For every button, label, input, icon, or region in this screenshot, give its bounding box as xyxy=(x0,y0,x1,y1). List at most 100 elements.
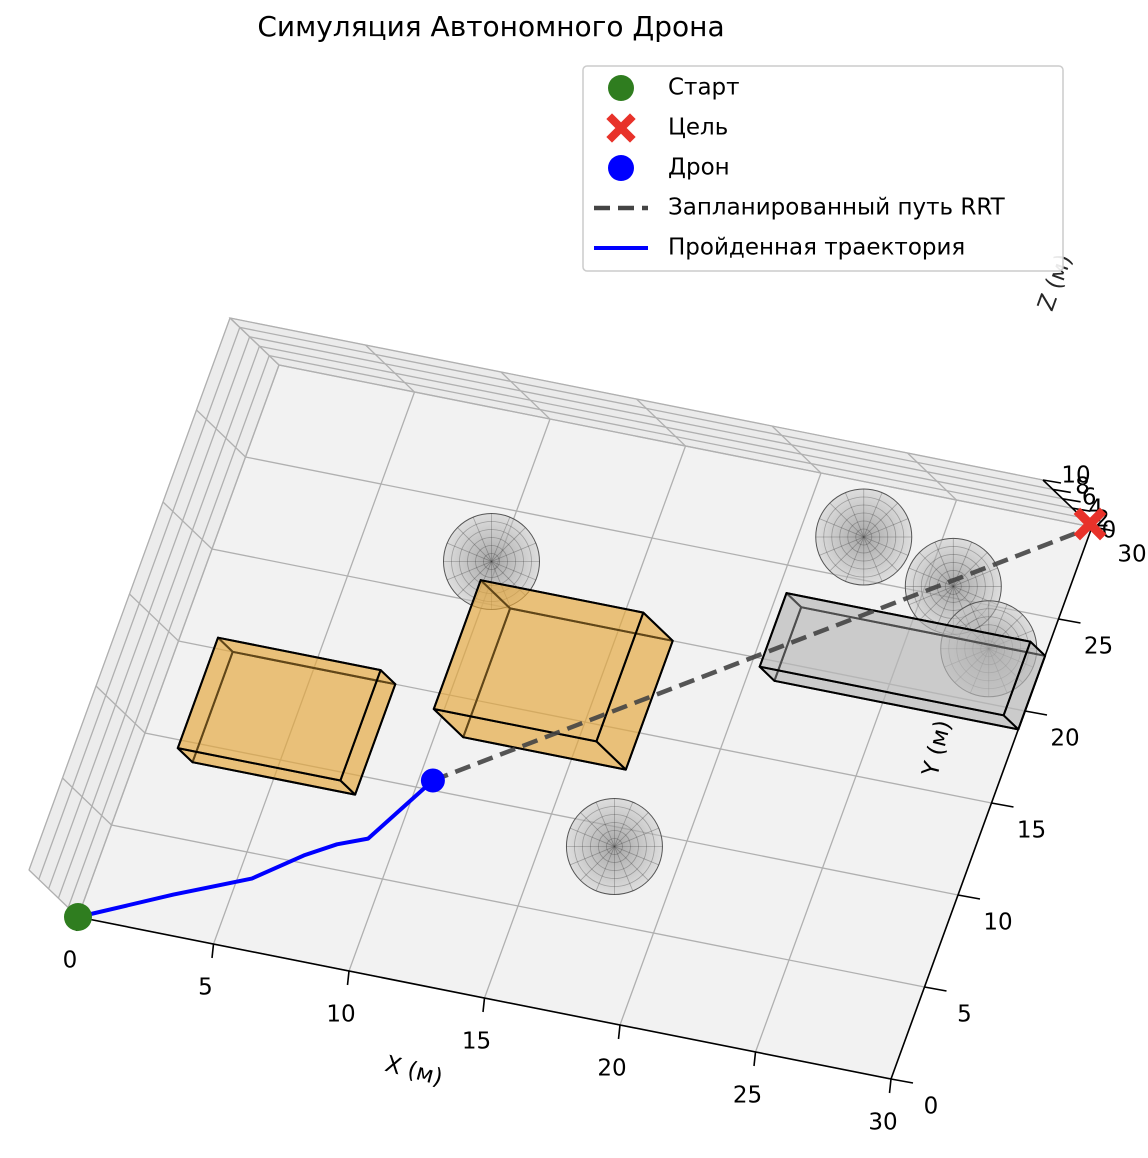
legend-label: Старт xyxy=(668,75,740,101)
sphere-mesh xyxy=(988,614,1023,650)
sphere-obstacle xyxy=(940,600,1038,698)
sphere-mesh xyxy=(953,552,988,587)
x-tick xyxy=(346,970,350,986)
legend-label: Пройденная траектория xyxy=(668,235,965,261)
x-tick-label: 0 xyxy=(63,948,78,974)
goal-marker xyxy=(1073,507,1107,541)
drone-marker xyxy=(420,768,445,793)
box-obstacle xyxy=(758,592,1047,731)
x-tick xyxy=(211,943,215,959)
x-tick xyxy=(617,1024,621,1040)
sphere-mesh xyxy=(823,496,905,578)
sphere-body xyxy=(443,513,540,610)
sphere-obstacle xyxy=(443,513,540,610)
sphere-mesh xyxy=(944,648,989,668)
sphere-mesh xyxy=(580,812,615,847)
sphere-mesh xyxy=(614,846,634,891)
x-tick-label: 5 xyxy=(198,975,213,1001)
y-tick xyxy=(1058,618,1081,624)
sphere-mesh xyxy=(491,517,511,562)
sphere-mesh xyxy=(988,648,1034,668)
box-face xyxy=(432,579,645,743)
x-tick-label: 20 xyxy=(597,1056,626,1082)
sphere-mesh xyxy=(595,846,615,891)
x-tick-label: 15 xyxy=(462,1029,491,1055)
sphere-mesh xyxy=(863,518,909,538)
sphere-mesh xyxy=(614,846,659,866)
x-tick-label: 10 xyxy=(326,1002,355,1028)
sphere-mesh xyxy=(606,838,623,855)
sphere-mesh xyxy=(928,562,978,611)
legend-frame xyxy=(582,65,1064,272)
sphere-mesh xyxy=(569,846,615,866)
sphere-mesh xyxy=(614,827,659,847)
sphere-mesh xyxy=(863,536,909,556)
sphere-mesh xyxy=(457,527,492,562)
sphere-mesh xyxy=(475,545,508,578)
sphere-body xyxy=(565,798,663,895)
y-tick xyxy=(991,802,1014,808)
sphere-mesh xyxy=(919,586,954,621)
chart-title: Симуляция Автономного Дрона xyxy=(257,10,724,43)
sphere-obstacle xyxy=(565,798,663,895)
box-face xyxy=(176,636,382,782)
start-marker xyxy=(64,903,92,931)
box-obstacle xyxy=(176,636,397,796)
y-tick-label: 15 xyxy=(1017,818,1046,844)
sphere-mesh xyxy=(956,616,1022,682)
sphere-mesh xyxy=(855,528,873,546)
y-tick-label: 25 xyxy=(1084,634,1113,660)
sphere-mesh xyxy=(598,830,631,863)
sphere-mesh xyxy=(908,586,954,606)
paths xyxy=(77,524,1093,919)
legend-item: Старт xyxy=(608,75,740,101)
z-tick xyxy=(1052,488,1071,494)
legend-label: Дрон xyxy=(668,155,730,181)
sphere-mesh xyxy=(491,561,526,596)
x-axis-label: X (м) xyxy=(382,1051,445,1091)
gridline-z xyxy=(57,345,1073,899)
sphere-mesh xyxy=(491,561,536,581)
sphere-mesh xyxy=(614,846,649,881)
sphere-mesh xyxy=(845,536,865,582)
sphere-mesh xyxy=(829,536,865,572)
sphere-mesh xyxy=(839,512,889,562)
sphere-mesh xyxy=(980,640,998,658)
sphere-mesh xyxy=(574,806,655,887)
sphere-mesh xyxy=(491,527,526,562)
sphere-mesh xyxy=(447,542,492,562)
sphere-mesh xyxy=(472,561,492,606)
gridline-z xyxy=(28,317,1044,871)
legend-label: Запланированный путь RRT xyxy=(668,195,1006,221)
y-tick-label: 0 xyxy=(924,1094,939,1120)
sphere-mesh xyxy=(908,567,954,587)
sphere-mesh xyxy=(863,492,883,538)
z-tick-label: 10 xyxy=(1061,463,1090,489)
y-tick-label: 5 xyxy=(957,1002,972,1028)
sphere-mesh xyxy=(953,567,998,587)
sphere-mesh xyxy=(863,536,883,582)
sphere-mesh xyxy=(472,517,492,562)
sphere-mesh xyxy=(491,542,536,562)
y-tick xyxy=(1024,710,1048,716)
sphere-mesh xyxy=(988,648,1008,694)
y-tick xyxy=(924,986,947,992)
sphere-mesh xyxy=(590,822,639,871)
sphere-mesh xyxy=(459,529,524,594)
sphere-mesh xyxy=(582,814,647,879)
x-tick xyxy=(482,997,486,1013)
z-tick xyxy=(1062,498,1081,503)
legend-swatch xyxy=(608,155,634,181)
sphere-mesh xyxy=(819,518,864,538)
y-tick xyxy=(957,894,981,900)
gridline-z xyxy=(77,364,1093,918)
sphere-mesh xyxy=(988,604,1008,649)
box-obstacle xyxy=(432,579,674,771)
trajectory-line xyxy=(77,779,435,919)
sphere-mesh xyxy=(829,502,865,538)
sphere-mesh xyxy=(934,541,954,587)
sphere-mesh xyxy=(819,536,864,556)
sphere-mesh xyxy=(595,802,615,847)
box-face xyxy=(758,592,1032,717)
y-tick-label: 10 xyxy=(983,910,1012,936)
